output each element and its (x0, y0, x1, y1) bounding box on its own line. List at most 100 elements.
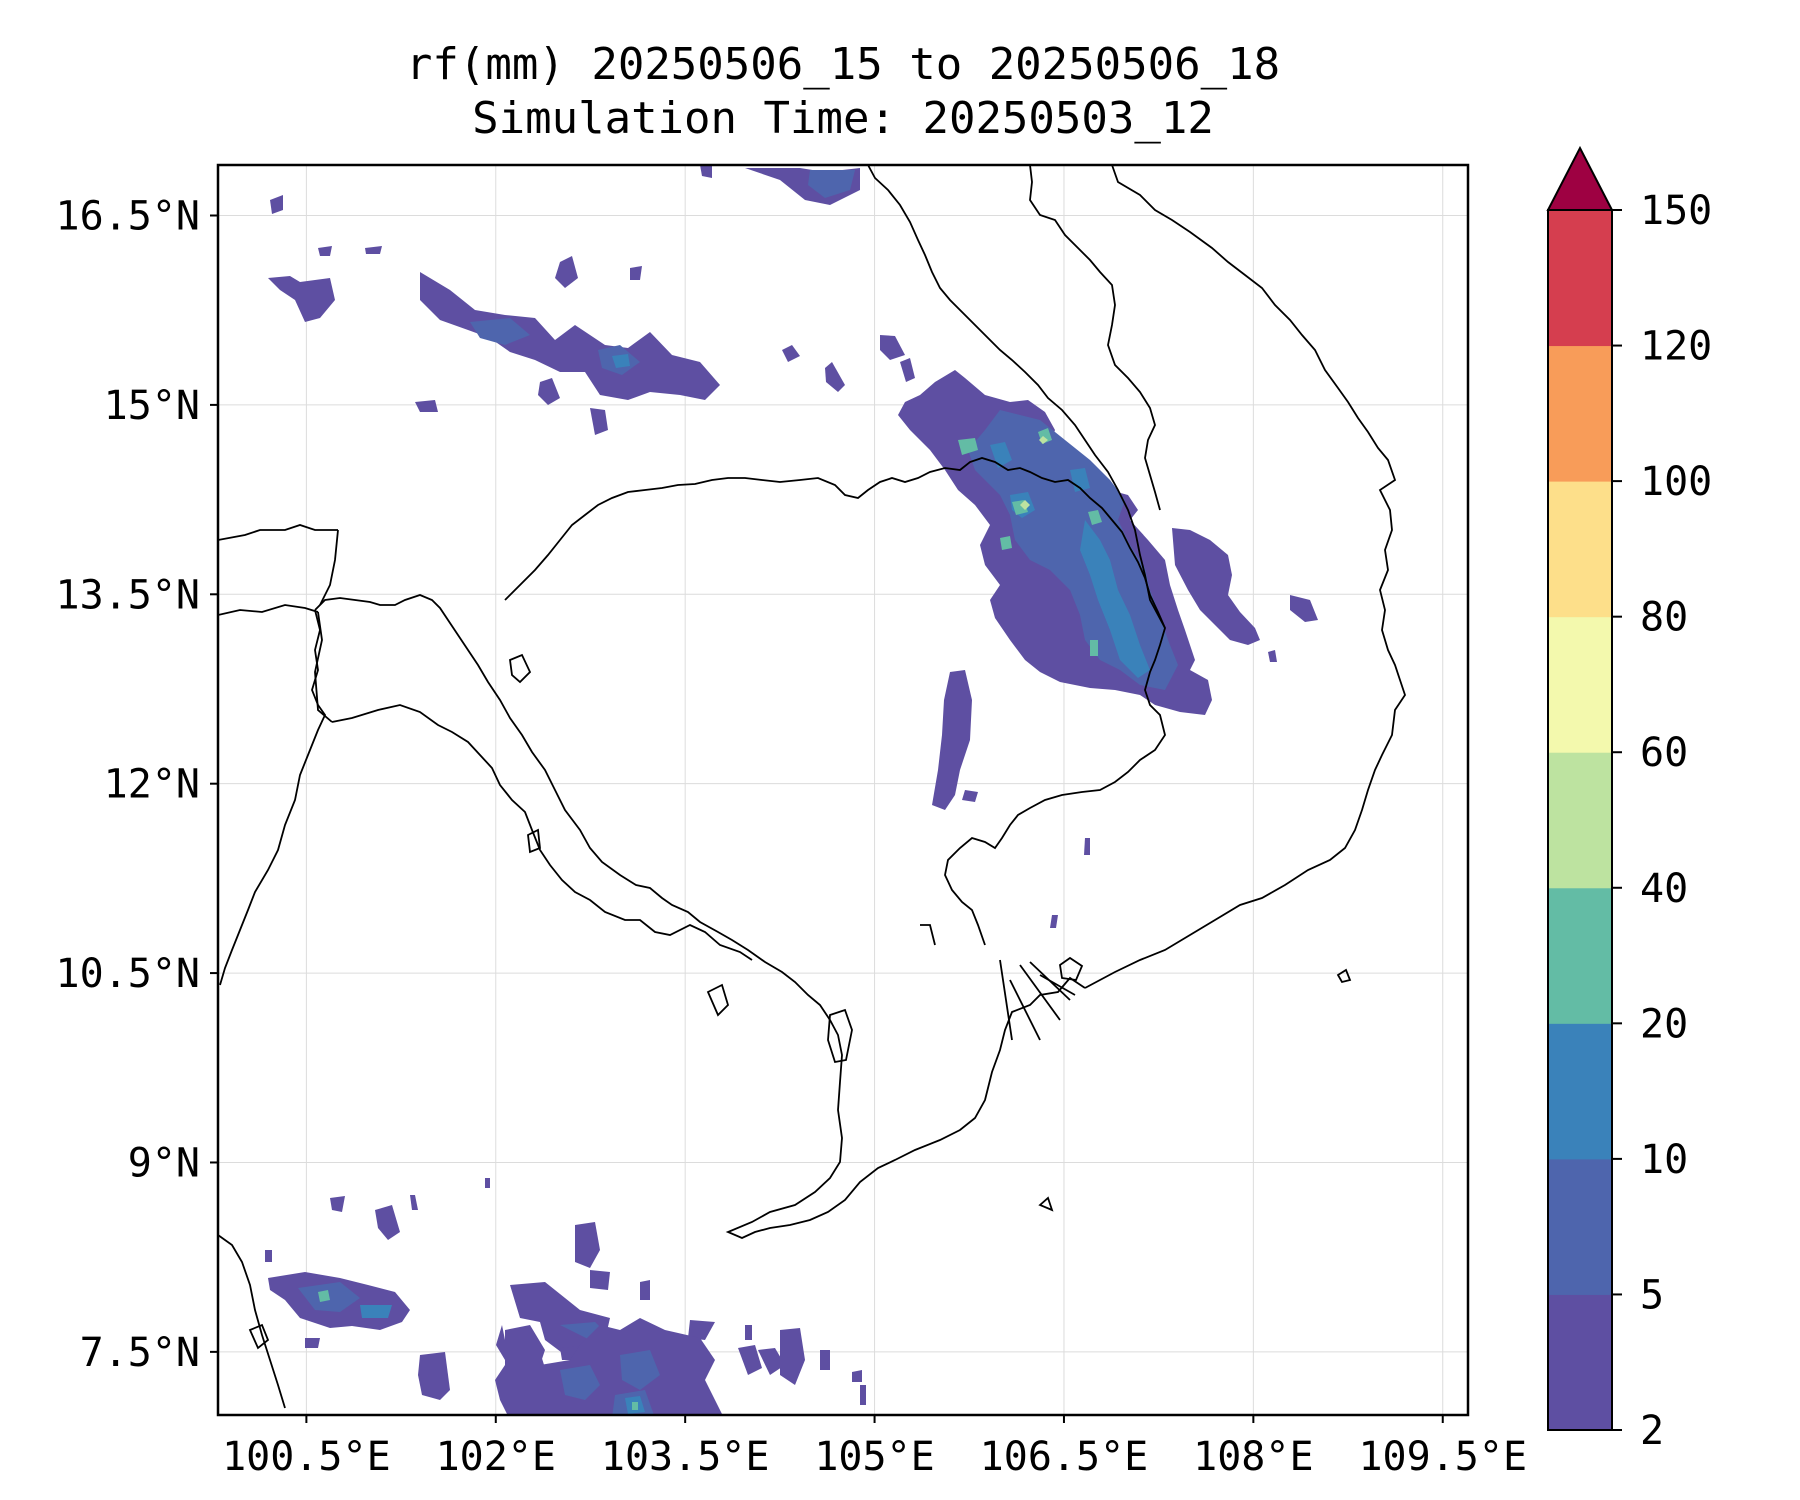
rain-patch (1000, 536, 1012, 550)
rain-patch (330, 1196, 345, 1212)
colorbar-level-label: 60 (1640, 730, 1688, 776)
rain-patch (1039, 436, 1048, 444)
rain-patch (375, 1205, 400, 1240)
rain-patch (1088, 510, 1102, 525)
lon-tick-label: 105°E (814, 1434, 934, 1480)
rain-patch (820, 1350, 830, 1370)
rain-patch (485, 1178, 490, 1188)
rain-patch (1020, 500, 1030, 510)
rain-patch (265, 1250, 272, 1262)
rain-patch (958, 438, 978, 455)
rain-patch (538, 378, 560, 405)
title-line-2: Simulation Time: 20250503_12 (472, 93, 1214, 144)
lat-tick-label: 15°N (104, 383, 200, 429)
rain-patch (410, 1195, 418, 1210)
rain-patch (1290, 595, 1318, 622)
colorbar-level-label: 100 (1640, 459, 1712, 505)
rain-patch (270, 195, 283, 214)
lon-tick-label: 108°E (1193, 1434, 1313, 1480)
rain-patch (418, 1352, 450, 1400)
plot-background (218, 165, 1468, 1415)
rain-patch (1084, 838, 1090, 855)
colorbar-level-label: 40 (1640, 866, 1688, 912)
colorbar-segment (1548, 887, 1612, 1024)
colorbar-level-label: 2 (1640, 1408, 1664, 1454)
lat-tick-label: 7.5°N (80, 1330, 200, 1376)
rain-patch (745, 1325, 752, 1340)
rain-patch (470, 318, 530, 345)
rain-patch (365, 246, 382, 254)
rain-patch (640, 1280, 650, 1300)
lat-tick-label: 12°N (104, 762, 200, 808)
rain-patch (932, 670, 972, 810)
colorbar-segment (1548, 345, 1612, 482)
rain-patch (612, 354, 630, 368)
rainfall-field (265, 165, 1318, 1415)
rain-patch (632, 1402, 638, 1410)
rain-patch (1172, 528, 1260, 645)
rain-patch (825, 362, 845, 392)
title-line-1: rf(mm) 20250506_15 to 20250506_18 (405, 39, 1281, 90)
rain-patch (758, 1348, 785, 1375)
colorbar-level-label: 20 (1640, 1001, 1688, 1047)
colorbar-segment (1548, 1158, 1612, 1295)
rain-patch (415, 400, 438, 412)
rain-patch (630, 266, 642, 280)
colorbar-frame (1547, 209, 1613, 1431)
rain-patch (360, 1305, 392, 1318)
rain-patch (688, 1320, 715, 1340)
colorbar-segment (1548, 1023, 1612, 1160)
rain-patch (782, 345, 800, 362)
rain-patch (808, 170, 855, 198)
colorbar-segment (1548, 481, 1612, 618)
rain-patch (780, 1328, 805, 1385)
rain-patch (738, 1345, 762, 1375)
rain-patch (305, 1338, 320, 1348)
rain-patch (1080, 520, 1150, 678)
colorbar-level-label: 120 (1640, 324, 1712, 370)
rain-patch (268, 276, 335, 322)
rain-patch (318, 246, 332, 256)
colorbar-level-label: 150 (1640, 188, 1712, 234)
colorbar-segment (1548, 616, 1612, 753)
map-title: rf(mm) 20250506_15 to 20250506_18 Simula… (218, 38, 1468, 146)
latitude-axis: 16.5°N 15°N 13.5°N 12°N 10.5°N 9°N 7.5°N (56, 194, 218, 1376)
lon-tick-label: 100.5°E (222, 1434, 391, 1480)
plot-frame (216, 163, 1470, 1417)
rain-patch (620, 1350, 660, 1390)
lon-tick-label: 103.5°E (601, 1434, 770, 1480)
colorbar-level-label: 80 (1640, 595, 1688, 641)
rain-patch (880, 335, 905, 360)
rain-patch (900, 358, 915, 382)
rain-patch (1268, 650, 1277, 662)
lat-tick-label: 9°N (128, 1140, 200, 1186)
rain-patch (590, 1270, 610, 1290)
rain-patch (1090, 640, 1098, 656)
rain-patch (860, 1385, 866, 1405)
rain-patch (990, 442, 1012, 468)
rain-patch (1070, 468, 1090, 492)
colorbar: 2 5 10 20 40 60 80 100 120 150 (1546, 145, 1712, 1454)
rain-patch (590, 408, 608, 435)
rain-patch (575, 1222, 600, 1268)
rain-patch (495, 1318, 723, 1415)
rain-patch (852, 1370, 862, 1382)
colorbar-level-label: 10 (1640, 1137, 1688, 1183)
colorbar-level-label: 5 (1640, 1272, 1664, 1318)
lat-tick-label: 10.5°N (56, 951, 201, 997)
lat-tick-label: 13.5°N (56, 572, 201, 618)
coastlines-and-borders (218, 165, 1406, 1409)
rain-patch (318, 1290, 330, 1302)
rain-patch (560, 1365, 600, 1400)
colorbar-segment (1548, 210, 1612, 347)
rain-patch (962, 790, 978, 802)
lon-tick-label: 102°E (436, 1434, 556, 1480)
rain-patch (1050, 915, 1058, 928)
lon-tick-label: 109.5°E (1358, 1434, 1527, 1480)
rain-patch (420, 272, 720, 400)
rain-patch (555, 256, 578, 288)
colorbar-extend-arrow (1546, 145, 1614, 211)
lat-tick-label: 16.5°N (56, 194, 201, 240)
colorbar-segment (1548, 1294, 1612, 1431)
